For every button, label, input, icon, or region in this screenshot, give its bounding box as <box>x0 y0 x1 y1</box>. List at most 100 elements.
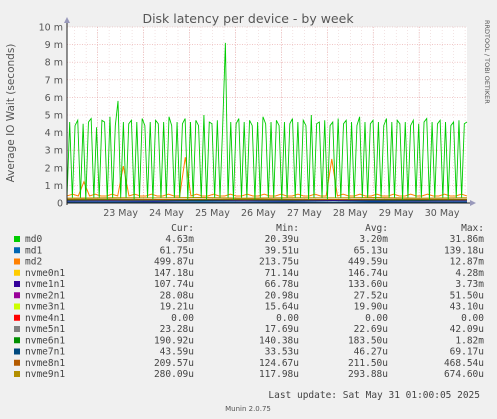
x-tick-label: 26 May <box>241 208 276 219</box>
legend-value: 139.18u <box>444 245 484 256</box>
legend-name: nvme5n1 <box>25 324 65 335</box>
y-tick-label: 10 m <box>39 23 63 34</box>
munin-version: Munin 2.0.75 <box>225 405 271 413</box>
legend-name: nvme8n1 <box>25 358 65 369</box>
y-tick-label: 2 m <box>45 163 63 174</box>
legend-value: 4.63m <box>165 234 194 245</box>
chart-title: Disk latency per device - by week <box>142 11 354 26</box>
legend-value: 43.10u <box>450 302 484 313</box>
legend-swatch-nvme8n1 <box>14 359 20 366</box>
x-tick-label: 25 May <box>195 208 230 219</box>
legend-value: 213.75u <box>259 257 299 268</box>
legend-value: 140.38u <box>259 335 299 346</box>
series-line-nvme1n1 <box>66 200 468 202</box>
legend-name: nvme9n1 <box>25 369 65 380</box>
legend-header: Avg: <box>365 223 388 234</box>
legend-value: 1.82m <box>455 335 484 346</box>
legend-value: 15.64u <box>265 302 299 313</box>
legend-name: md2 <box>25 257 42 268</box>
legend-value: 3.73m <box>455 279 484 290</box>
legend-value: 190.92u <box>154 335 194 346</box>
legend-name: nvme6n1 <box>25 335 65 346</box>
y-tick-label: 4 m <box>45 128 63 139</box>
axes: 0 1 m 2 m 3 m 4 m 5 m 6 m 7 m 8 m 9 m 10 m 23 May 24… <box>39 17 476 219</box>
y-tick-label: 3 m <box>45 146 63 157</box>
x-tick-label: 29 May <box>379 208 414 219</box>
legend-value: 31.86m <box>450 234 485 245</box>
legend-value: 69.17u <box>450 347 484 358</box>
legend-value: 183.50u <box>348 335 388 346</box>
x-tick-label: 24 May <box>149 208 184 219</box>
legend-value: 4.28m <box>455 268 484 279</box>
legend-header: Max: <box>461 223 484 234</box>
legend-value: 22.69u <box>354 324 388 335</box>
legend-swatch-md2 <box>14 258 20 265</box>
legend-name: nvme1n1 <box>25 279 65 290</box>
legend-name: md1 <box>25 245 42 256</box>
legend-header: Min: <box>276 223 299 234</box>
legend-name: nvme4n1 <box>25 313 65 324</box>
legend-name: nvme2n1 <box>25 290 65 301</box>
rrdtool-credit: RRDTOOL / TOBI OETIKER <box>483 20 491 104</box>
legend-name: nvme0n1 <box>25 268 65 279</box>
legend-swatch-nvme6n1 <box>14 337 20 344</box>
legend-value: 293.88u <box>348 369 388 380</box>
legend-value: 674.60u <box>444 369 484 380</box>
legend-value: 3.20m <box>359 234 388 245</box>
legend-value: 17.69u <box>265 324 299 335</box>
legend-value: 43.59u <box>160 347 194 358</box>
y-tick-label: 0 <box>57 199 63 210</box>
x-axis-arrow <box>470 200 476 206</box>
legend-value: 27.52u <box>354 290 388 301</box>
grid <box>67 26 467 204</box>
legend-value: 19.21u <box>160 302 194 313</box>
legend-value: 124.67u <box>259 358 299 369</box>
legend-value: 107.74u <box>154 279 194 290</box>
legend-value: 146.74u <box>348 268 388 279</box>
y-tick-label: 1 m <box>45 181 63 192</box>
legend-value: 39.51u <box>265 245 299 256</box>
legend-swatch-nvme0n1 <box>14 269 20 276</box>
legend-swatch-nvme9n1 <box>14 371 20 377</box>
legend-value: 0.00 <box>276 313 299 324</box>
legend-value: 51.50u <box>450 290 484 301</box>
legend-value: 71.14u <box>265 268 299 279</box>
legend-value: 211.50u <box>348 358 388 369</box>
legend-value: 449.59u <box>348 257 388 268</box>
x-tick-label: 27 May <box>287 208 322 219</box>
legend-value: 147.18u <box>154 268 194 279</box>
legend-swatch-nvme2n1 <box>14 292 20 299</box>
legend-value: 19.90u <box>354 302 388 313</box>
legend-header: Cur: <box>171 223 194 234</box>
legend-name: nvme7n1 <box>25 347 65 358</box>
legend-value: 12.87m <box>450 257 485 268</box>
legend-swatch-nvme5n1 <box>14 326 20 332</box>
legend-swatch-md0 <box>14 236 20 242</box>
legend-swatch-md1 <box>14 247 20 254</box>
legend: Cur: Min: Avg: Max: md0 4.63m 20.39u 3.20m 31.86… <box>14 223 484 380</box>
legend-value: 0.00 <box>365 313 388 324</box>
y-tick-label: 7 m <box>45 75 63 86</box>
legend-swatch-nvme4n1 <box>14 314 20 321</box>
legend-value: 20.98u <box>265 290 299 301</box>
legend-name: nvme3n1 <box>25 302 65 313</box>
legend-value: 0.00 <box>171 313 194 324</box>
x-tick-label: 23 May <box>103 208 138 219</box>
legend-swatch-nvme3n1 <box>14 303 20 310</box>
legend-swatch-nvme1n1 <box>14 281 20 287</box>
y-tick-label: 5 m <box>45 111 63 122</box>
y-tick-label: 6 m <box>45 93 63 104</box>
legend-value: 33.53u <box>265 347 299 358</box>
legend-swatch-nvme7n1 <box>14 348 20 355</box>
legend-value: 280.09u <box>154 369 194 380</box>
y-axis-arrow <box>64 17 70 23</box>
series-line-nvme9n1 <box>66 197 468 199</box>
legend-value: 42.09u <box>450 324 484 335</box>
y-tick-label: 8 m <box>45 58 63 69</box>
legend-value: 65.13u <box>354 245 388 256</box>
legend-value: 0.00 <box>461 313 484 324</box>
x-tick-label: 30 May <box>425 208 460 219</box>
last-update: Last update: Sat May 31 01:00:05 2025 <box>268 390 480 401</box>
series-line-md0 <box>66 42 468 200</box>
